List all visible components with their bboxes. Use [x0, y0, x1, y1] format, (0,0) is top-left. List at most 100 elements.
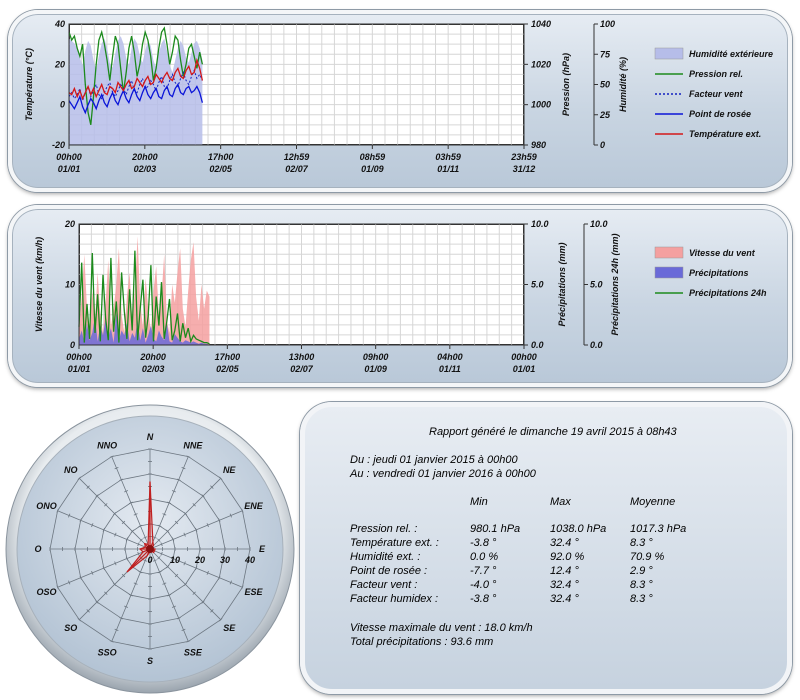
x-tick-time: 17h00 — [208, 152, 234, 162]
x-tick-date: 02/07 — [290, 364, 314, 374]
radar-direction-label: NO — [64, 465, 78, 475]
y-left-tick-label: 0 — [60, 100, 65, 110]
radar-tick — [183, 532, 186, 537]
y-right-1-tick-label: 10.0 — [531, 219, 549, 229]
radar-tick — [152, 559, 157, 562]
radar-tick — [139, 538, 143, 542]
radar-direction-label: OSO — [37, 587, 57, 597]
report-row-min: -3.8 ° — [470, 593, 497, 605]
y-right-2-tick-label: 75 — [600, 49, 611, 59]
y-right-1-tick-label: 5.0 — [531, 280, 544, 290]
radar-direction-label: SSO — [98, 647, 117, 657]
radar-tick — [137, 542, 140, 547]
report-row-avg: 1017.3 hPa — [630, 523, 687, 535]
radar-radial-tick-label: 0 — [147, 555, 152, 565]
series-temp-rature-ext- — [68, 57, 204, 101]
y-right-2-tick-label: 5.0 — [590, 280, 603, 290]
radar-tick — [125, 556, 129, 561]
radar-tick — [181, 467, 186, 470]
report-column-min: Min — [470, 496, 488, 508]
radar-direction-label: ONO — [36, 501, 57, 511]
report-row-min: -7.7 ° — [470, 565, 497, 577]
legend-label-point-de-ros-e: Point de rosée — [689, 109, 751, 119]
x-tick-date: 01/01 — [513, 364, 536, 374]
legend-label-pr-cipitations-24h: Précipitations 24h — [689, 288, 767, 298]
radar-tick — [229, 580, 232, 585]
radar-tick — [171, 537, 175, 542]
report-total-precip: Total précipitations : 93.6 mm — [350, 636, 494, 648]
radar-tick — [79, 518, 82, 523]
y-right-1-tick-label: 1000 — [531, 100, 551, 110]
radar-tick — [160, 551, 163, 556]
y-right-1-tick-label: 1020 — [531, 59, 551, 69]
x-tick-time: 20h00 — [139, 352, 166, 362]
radar-tick — [157, 556, 161, 560]
x-tick-time: 00h00 — [56, 152, 82, 162]
x-tick-time: 12h59 — [284, 152, 310, 162]
report-row-max: 32.4 ° — [550, 579, 579, 591]
radar-tick — [210, 485, 214, 489]
legend-label-humidit-ext-rieure: Humidité extérieure — [689, 49, 773, 59]
x-tick-date: 02/05 — [209, 164, 233, 174]
y-right-2-tick-label: 0.0 — [590, 340, 603, 350]
radar-tick — [165, 529, 170, 534]
radar-tick — [138, 570, 143, 574]
radar-tick — [167, 594, 172, 597]
radar-tick — [128, 501, 133, 504]
chart-layer: 20 10 0 Vitesse du vent (km/h) 10.0 5.0 0.0 Pré… — [34, 219, 767, 374]
wind-rose-chart: N NNE NE ENE E ESE SE SSE S SSO SO OSO O ONO NO NNO 0 10 2… — [5, 404, 295, 694]
y-right-1-tick-label: 1040 — [531, 19, 551, 29]
radar-tick — [176, 478, 181, 481]
radar-tick — [77, 476, 81, 480]
y-left-tick-label: 20 — [64, 219, 75, 229]
radar-tick — [174, 520, 179, 525]
radar-tick — [125, 537, 129, 542]
radar-tick — [186, 640, 191, 643]
y-left-tick-label: 40 — [54, 19, 65, 29]
radar-tick — [91, 523, 94, 528]
report-row-avg: 8.3 ° — [630, 537, 653, 549]
report-row-label: Température ext. : — [350, 537, 439, 549]
radar-tick — [186, 455, 191, 458]
y-right-2-tick-label: 25 — [599, 110, 611, 120]
radar-tick — [157, 570, 162, 574]
x-tick-time: 00h00 — [66, 352, 92, 362]
radar-tick — [124, 605, 129, 608]
legend-swatch-vitesse-du-vent — [654, 246, 684, 259]
series-facteur-vent — [68, 69, 203, 103]
y-left-axis-label: Température (°C) — [24, 48, 34, 121]
x-tick-date: 02/05 — [216, 364, 240, 374]
x-tick-time: 13h00 — [289, 352, 315, 362]
radar-tick — [181, 628, 186, 631]
radar-radial-tick-label: 20 — [194, 555, 205, 565]
radar-tick — [95, 494, 99, 498]
radar-tick — [183, 511, 188, 516]
radar-tick — [160, 542, 163, 547]
x-tick-time: 20h00 — [131, 152, 158, 162]
radar-radial-tick-label: 10 — [170, 555, 180, 565]
radar-tick — [114, 561, 117, 566]
x-tick-date: 01/01 — [58, 164, 81, 174]
legend: Humidité extérieure Pression rel. Facteur … — [654, 47, 773, 139]
legend-label-temp-rature-ext-: Température ext. — [689, 129, 761, 139]
radar-tick — [241, 508, 244, 513]
legend: Vitesse du vent Précipitations Précipitati… — [654, 246, 767, 298]
x-tick-time: 03h59 — [435, 152, 461, 162]
x-tick-date: 01/11 — [437, 164, 459, 174]
report-period-from: Du : jeudi 01 janvier 2015 à 00h00 — [350, 454, 518, 466]
radar-tick — [206, 570, 209, 575]
radar-tick — [128, 594, 133, 597]
radar-tick — [183, 561, 186, 566]
radar-tick — [102, 527, 105, 532]
x-tick-time: 04h00 — [437, 352, 463, 362]
radar-tick — [56, 508, 59, 513]
y-right-2-tick-label: 10.0 — [590, 219, 608, 229]
radar-tick — [102, 566, 105, 571]
report-row-min: 980.1 hPa — [470, 523, 521, 535]
x-tick-date: 02/03 — [134, 164, 157, 174]
y-left-tick-label: -20 — [52, 140, 65, 150]
radar-tick — [201, 600, 205, 604]
report-panel: Rapport généré le dimanche 19 avril 2015… — [300, 402, 792, 694]
